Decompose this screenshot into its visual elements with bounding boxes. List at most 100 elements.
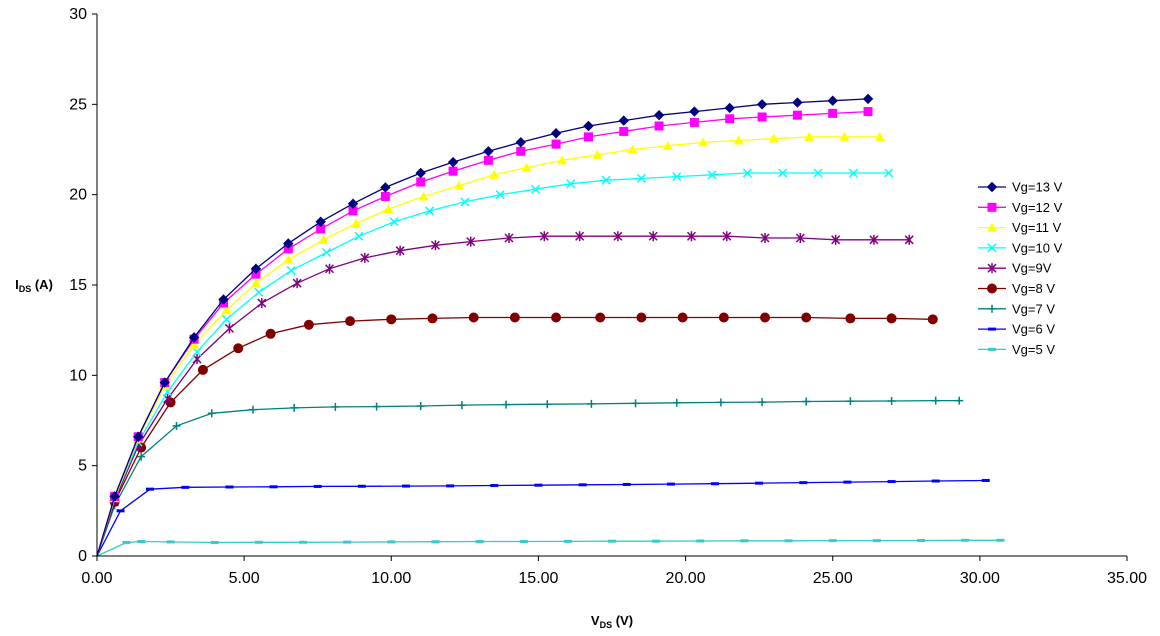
data-point <box>192 347 202 357</box>
x-tick-label: 25.00 <box>813 570 853 587</box>
data-point <box>188 332 200 343</box>
data-point <box>292 278 302 289</box>
x-tick-label: 5.00 <box>229 570 260 587</box>
legend-item: Vg=9V <box>978 261 1052 276</box>
data-point <box>495 190 505 200</box>
data-point <box>652 539 661 543</box>
data-point <box>689 117 699 127</box>
data-point <box>448 166 458 176</box>
data-point <box>250 263 262 274</box>
data-point <box>166 540 175 544</box>
series-3 <box>96 168 894 557</box>
data-point <box>828 539 837 543</box>
data-point <box>987 243 997 253</box>
data-point <box>466 236 476 247</box>
y-tick-label: 20 <box>69 187 87 204</box>
data-point <box>460 197 470 207</box>
data-point <box>383 204 394 214</box>
data-point <box>509 312 520 323</box>
data-point <box>608 539 616 543</box>
data-point <box>592 149 603 159</box>
data-point <box>550 128 562 139</box>
data-point <box>218 294 229 305</box>
legend-item: Vg=11 V <box>978 220 1062 235</box>
data-point <box>299 540 307 544</box>
data-point <box>981 478 990 482</box>
x-axis-title: VDS (V) <box>591 613 633 630</box>
data-point <box>792 97 803 108</box>
data-point <box>631 399 640 408</box>
data-point <box>696 539 705 543</box>
data-point <box>733 135 744 145</box>
data-point <box>343 540 352 544</box>
data-point <box>636 312 647 323</box>
data-point <box>622 482 631 486</box>
data-point <box>521 162 532 172</box>
data-point <box>722 231 732 242</box>
data-point <box>416 402 425 411</box>
data-point <box>845 313 856 324</box>
x-tick-label: 0.00 <box>81 570 112 587</box>
data-point <box>189 339 200 349</box>
data-point <box>931 479 940 483</box>
data-point <box>872 539 881 543</box>
data-point <box>795 233 805 244</box>
data-point <box>716 398 725 407</box>
data-point <box>988 327 996 331</box>
data-point <box>380 191 390 201</box>
data-point <box>257 298 267 309</box>
data-point <box>225 485 234 489</box>
data-point <box>672 398 681 407</box>
data-point <box>986 181 998 193</box>
data-point <box>515 137 526 148</box>
data-point <box>801 312 812 323</box>
data-point <box>324 263 335 274</box>
series-8 <box>96 538 1005 557</box>
data-point <box>387 540 396 544</box>
data-point <box>221 314 232 324</box>
data-point <box>431 540 440 544</box>
series-line <box>96 479 986 557</box>
legend-item: Vg=7 V <box>978 301 1055 316</box>
legend-item: Vg=6 V <box>978 322 1055 337</box>
data-point <box>758 398 767 407</box>
data-point <box>347 198 359 209</box>
data-point <box>248 405 257 414</box>
legend-label: Vg=7 V <box>1012 301 1055 316</box>
data-point <box>250 278 261 288</box>
data-point <box>283 254 294 264</box>
data-point <box>233 343 244 354</box>
series-2 <box>96 131 885 557</box>
data-point <box>843 480 852 484</box>
data-point <box>551 139 561 149</box>
legend-label: Vg=9V <box>1012 261 1052 276</box>
data-point <box>760 233 770 244</box>
data-point <box>283 244 293 254</box>
data-point <box>137 540 146 544</box>
data-point <box>575 231 585 242</box>
data-point <box>961 538 970 542</box>
data-point <box>430 240 440 251</box>
data-point <box>768 133 779 143</box>
data-point <box>360 252 370 263</box>
data-point <box>504 233 514 244</box>
data-point <box>583 120 594 132</box>
data-point <box>221 305 232 315</box>
data-point <box>686 231 696 242</box>
data-point <box>224 323 234 334</box>
data-point <box>556 155 567 165</box>
data-point <box>724 102 735 114</box>
data-point <box>987 222 997 232</box>
legend-label: Vg=12 V <box>1012 200 1063 215</box>
data-point <box>778 168 788 178</box>
data-point <box>446 484 455 488</box>
series-0 <box>96 93 874 557</box>
data-point <box>636 173 646 183</box>
data-point <box>619 126 629 136</box>
data-point <box>917 538 925 542</box>
data-point <box>137 452 146 461</box>
data-point <box>269 485 278 489</box>
legend-label: Vg=11 V <box>1012 220 1062 235</box>
data-point <box>519 540 528 544</box>
y-axis-title: IDS (A) <box>15 277 53 294</box>
